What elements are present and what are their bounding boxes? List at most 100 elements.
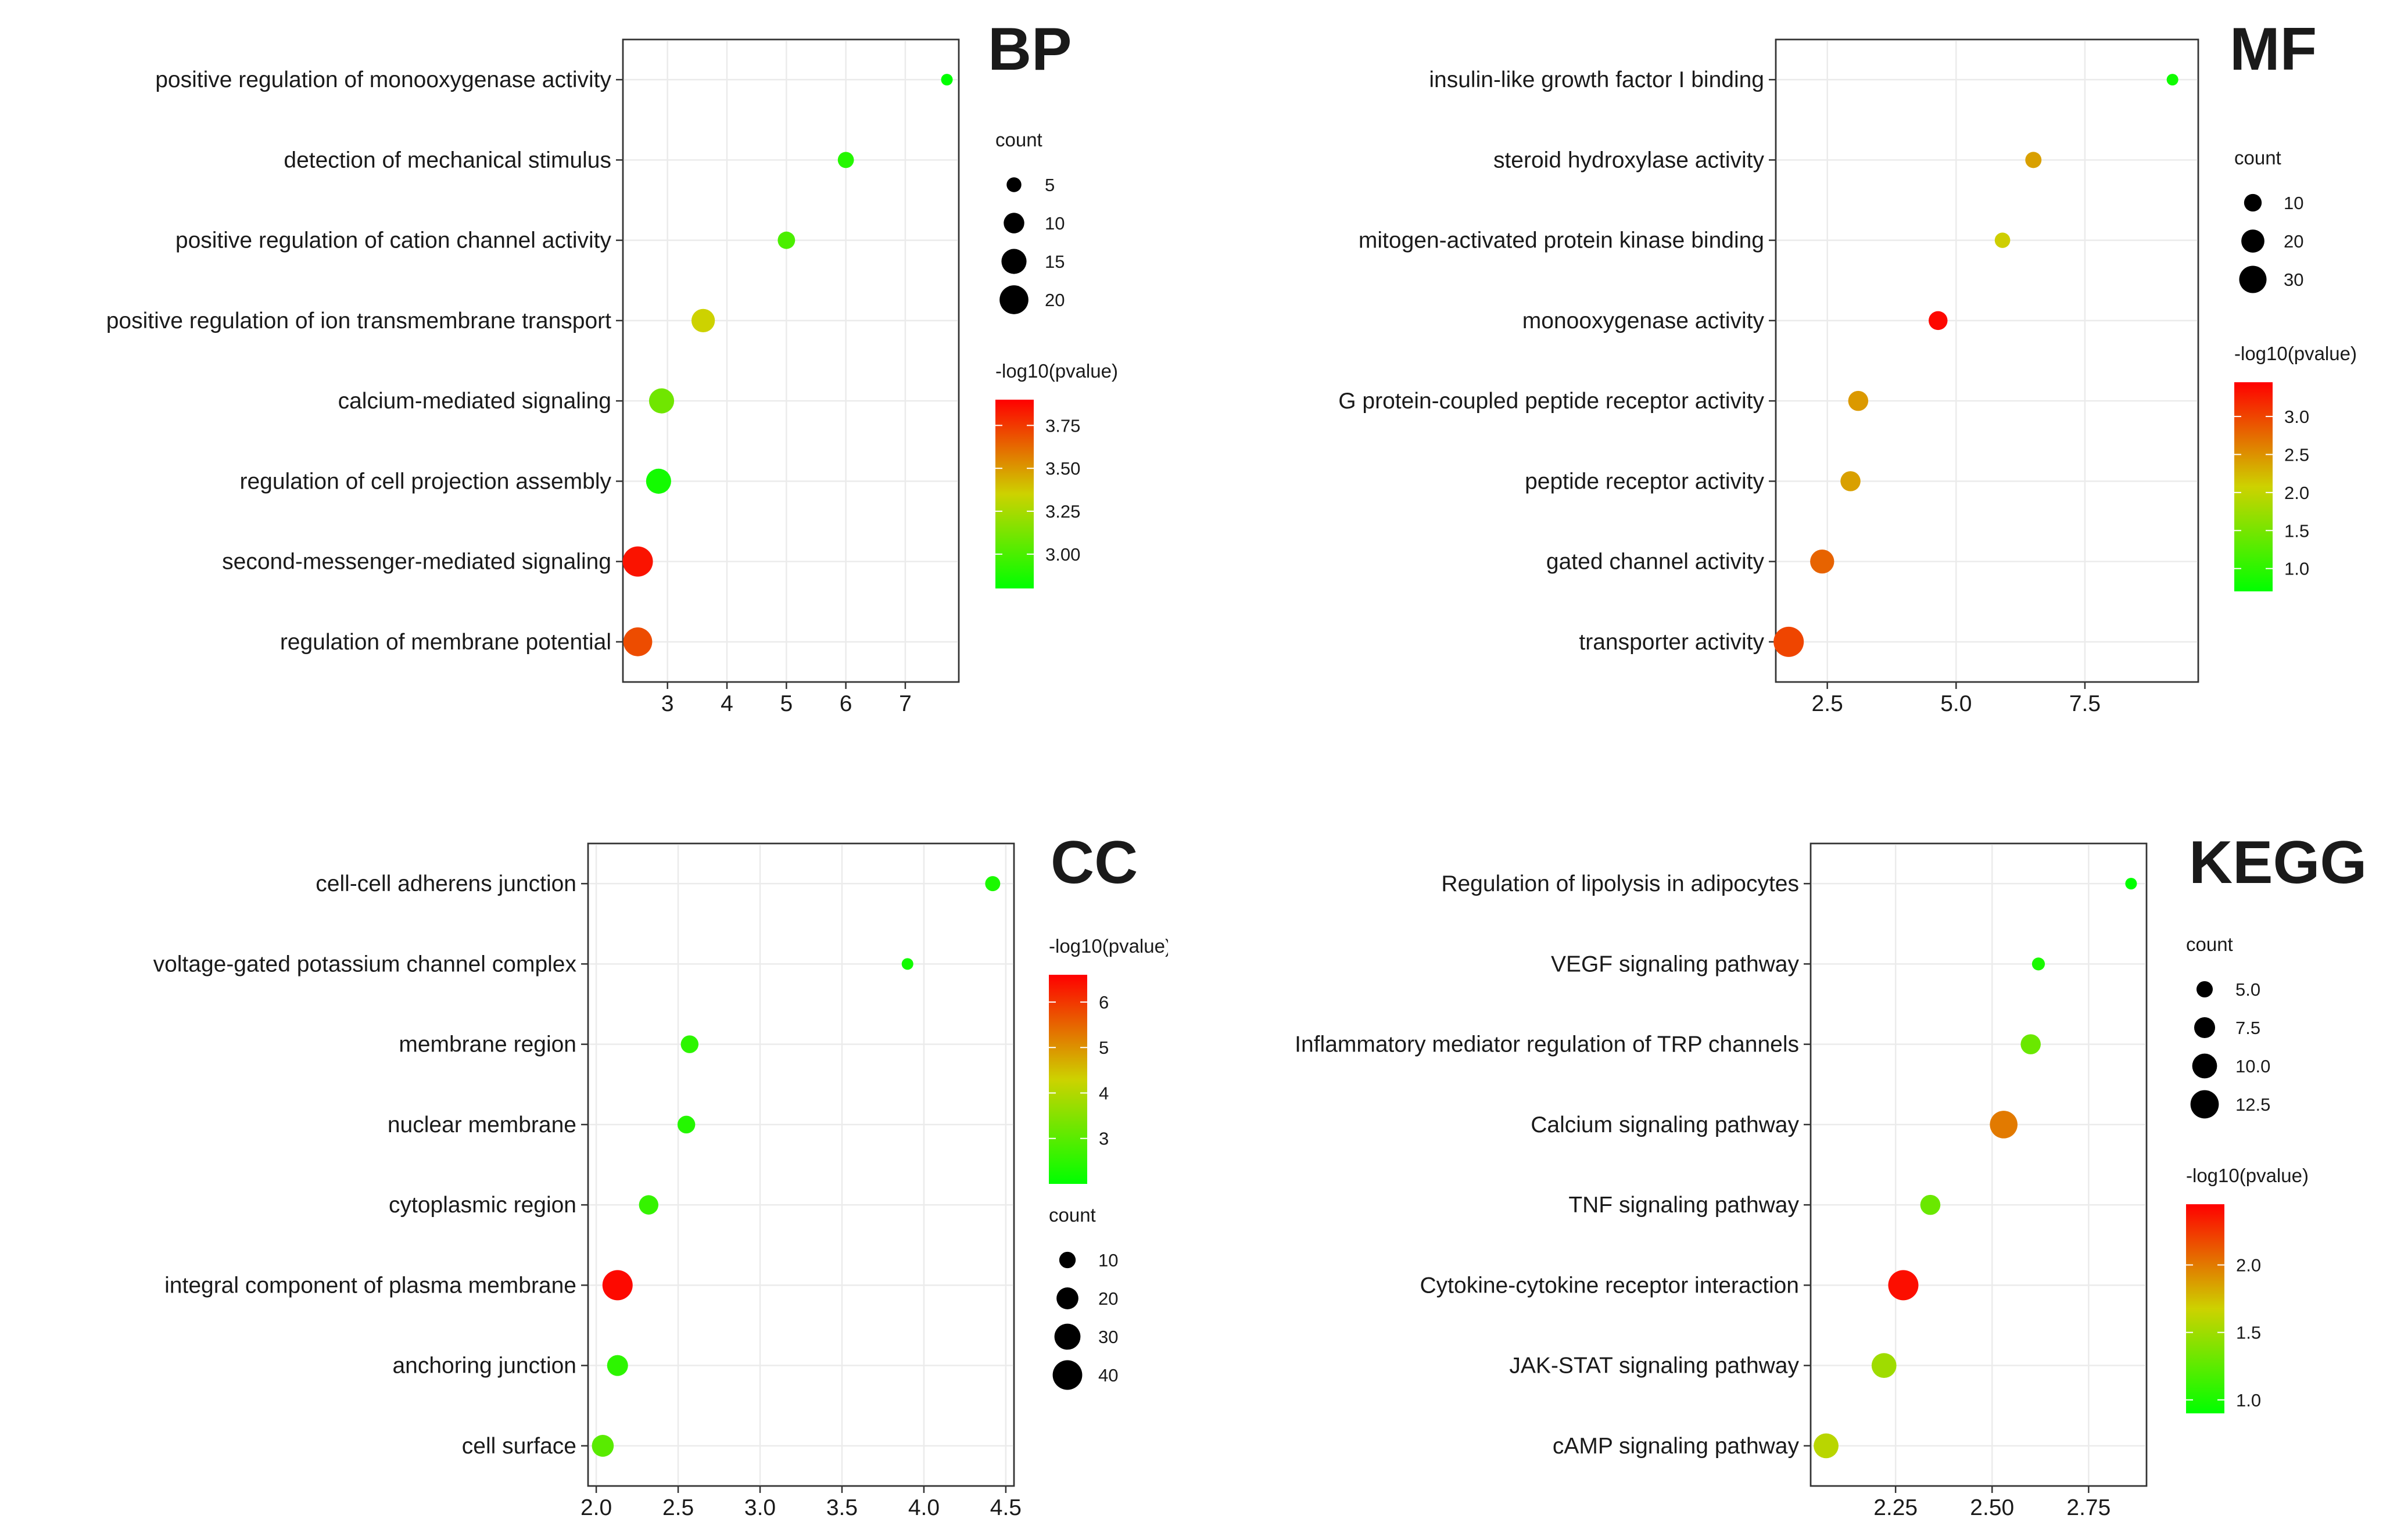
size-legend-dot [2244,193,2262,212]
x-tick-label: 4.5 [990,1495,1022,1520]
data-point [837,152,854,168]
color-bar [2186,1204,2224,1413]
term-label: JAK-STAT signaling pathway [1509,1354,1799,1379]
color-legend-title: -log10(pvalue) [995,360,1118,382]
term-label: second-messenger-mediated signaling [222,550,611,575]
x-tick-label: 2.25 [1873,1495,1918,1520]
term-label: steroid hydroxylase activity [1493,148,1765,173]
data-point [2025,152,2042,168]
data-point [1920,1194,1941,1215]
color-legend: -log10(pvalue) 6 5 4 3 [1049,935,1168,1184]
term-label: Cytokine-cytokine receptor interaction [1420,1273,1799,1298]
plot-border [587,842,1015,1487]
plot-area [622,38,960,683]
color-legend-label: 3.50 [1045,458,1080,479]
size-legend-label: 20 [2284,231,2303,252]
data-point [623,627,653,656]
x-tick-label: 5 [780,691,793,716]
x-tick-label: 7.5 [2069,691,2101,716]
color-legend-label: 3.00 [1045,544,1080,565]
data-point [1810,549,1834,574]
term-label: Calcium signaling pathway [1531,1112,1799,1137]
term-label: positive regulation of cation channel ac… [175,228,612,253]
size-legend-label: 12.5 [2235,1094,2270,1115]
term-label: regulation of cell projection assembly [239,469,611,494]
x-tick-label: 2.5 [662,1495,694,1520]
data-point [648,388,675,414]
size-legend-dot [2239,265,2267,293]
data-point [592,1435,614,1457]
data-point [2020,1034,2041,1054]
panel-kegg: 2.25 2.50 2.75 Regulation of lipolysis in a… [1295,829,2367,1520]
panel-title: BP [988,16,1072,83]
size-legend-dot [1004,213,1024,234]
color-legend: -log10(pvalue) 3.75 3.50 3.25 3.00 [995,360,1118,588]
term-label: cell-cell adherens junction [316,871,576,896]
size-legend-label: 10.0 [2235,1056,2270,1076]
panel-title: CC [1051,829,1138,896]
panel-bp: 3 4 5 6 7 positive regulation of monooxygenas… [106,16,1118,716]
data-point [607,1355,628,1376]
size-legend-dot [1054,1323,1081,1350]
term-label: G protein-coupled peptide receptor activ… [1338,389,1764,414]
size-legend-dot [999,285,1029,314]
term-label: voltage-gated potassium channel complex [153,952,577,977]
size-legend: count 5.0 7.5 10.0 12.5 [2186,934,2270,1119]
size-legend-dot [1059,1251,1076,1269]
color-legend-label: 6 [1099,992,1109,1013]
color-bar [2234,382,2273,591]
data-point [622,546,653,577]
data-point [1773,626,1804,657]
size-legend-label: 7.5 [2235,1018,2260,1038]
panel-title: KEGG [2189,829,2367,896]
color-legend-label: 2.0 [2236,1255,2261,1276]
color-legend-label: 2.0 [2284,483,2309,503]
x-tick-label: 4 [721,691,733,716]
term-label: cAMP signaling pathway [1553,1434,1800,1459]
color-legend-title: -log10(pvalue) [2186,1165,2309,1186]
size-legend-dot [2190,1090,2219,1119]
x-tick-label: 6 [840,691,852,716]
data-point [777,231,796,249]
term-label: positive regulation of ion transmembrane… [106,308,611,333]
size-legend-label: 5 [1045,175,1055,195]
color-legend-label: 3.0 [2284,407,2309,427]
color-legend-label: 1.5 [2284,520,2309,541]
color-bar [1049,975,1087,1184]
term-label: integral component of plasma membrane [164,1273,576,1298]
x-tick-label: 7 [899,691,912,716]
size-legend: count 10 20 30 [2234,147,2303,293]
color-legend-label: 2.5 [2284,444,2309,465]
x-tick-label: 2.50 [1970,1495,2014,1520]
term-label: Regulation of lipolysis in adipocytes [1441,871,1799,896]
x-tick-label: 3.0 [744,1495,776,1520]
panel-title: MF [2230,16,2317,83]
data-point [941,74,953,86]
term-label: Inflammatory mediator regulation of TRP … [1295,1032,1799,1057]
term-label: mitogen-activated protein kinase binding [1359,228,1764,253]
size-legend-dot [1056,1287,1078,1309]
term-label: VEGF signaling pathway [1551,952,1800,977]
size-legend-title: count [995,129,1042,150]
plot-border [622,38,960,683]
size-legend-label: 5.0 [2235,979,2260,1000]
data-point [1994,232,2011,248]
data-point [677,1115,696,1134]
size-legend-dot [1001,249,1027,274]
size-legend-label: 20 [1098,1288,1118,1309]
term-label: calcium-mediated signaling [338,389,611,414]
x-tick-label: 5.0 [1940,691,1972,716]
x-tick-label: 3 [661,691,674,716]
data-point [1929,311,1948,331]
plot-area [1809,842,2148,1487]
data-point [1871,1353,1897,1379]
size-legend: count 10 20 30 40 [1049,1204,1118,1390]
term-label: cell surface [462,1434,576,1459]
term-label: membrane region [399,1032,576,1057]
size-legend-dot [2194,1017,2216,1039]
term-label: nuclear membrane [388,1112,576,1137]
size-legend-title: count [1049,1204,1096,1226]
x-tick-label: 4.0 [908,1495,940,1520]
size-legend-dot [2192,1053,2217,1079]
